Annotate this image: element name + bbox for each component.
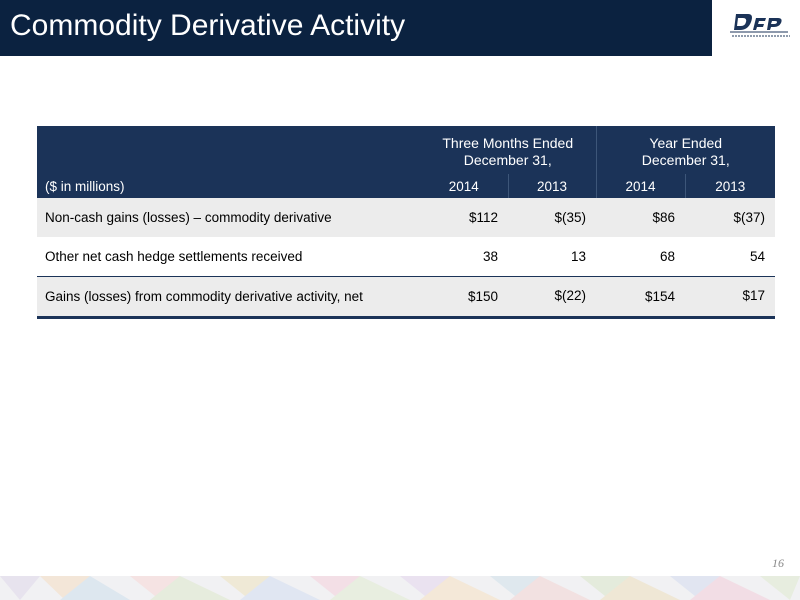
- header-corner-cell: [37, 126, 420, 174]
- title-bar: Commodity Derivative Activity: [0, 0, 800, 56]
- group-header-line: Three Months Ended: [442, 135, 574, 151]
- triangle-pattern-icon: [0, 576, 800, 600]
- table-subheader-row: ($ in millions) 2014 2013 2014 2013: [37, 174, 775, 198]
- table-total-row: Gains (losses) from commodity derivative…: [37, 275, 775, 319]
- table-header-row: Three Months Ended December 31, Year End…: [37, 126, 775, 174]
- table-row: Non-cash gains (losses) – commodity deri…: [37, 198, 775, 237]
- cell-value: $86: [596, 198, 685, 237]
- logo-mark-icon: [730, 14, 790, 37]
- units-label: ($ in millions): [37, 174, 420, 198]
- cell-value: $(37): [685, 198, 775, 237]
- cell-value: 13: [508, 237, 596, 276]
- cell-value: 68: [596, 237, 685, 276]
- group-header-line: December 31,: [463, 152, 552, 168]
- year-header: 2013: [507, 174, 596, 198]
- cell-value: $17: [685, 275, 775, 319]
- footer-decorative-band: [0, 576, 800, 600]
- table-row: Other net cash hedge settlements receive…: [37, 237, 775, 276]
- cell-value: $112: [420, 198, 508, 237]
- cell-value: 54: [685, 237, 775, 276]
- group-header-three-months: Three Months Ended December 31,: [420, 126, 596, 174]
- cell-value: $(22): [508, 275, 596, 319]
- commodity-derivative-table: Three Months Ended December 31, Year End…: [37, 126, 775, 319]
- year-header: 2014: [420, 174, 508, 198]
- group-header-year: Year Ended December 31,: [595, 126, 775, 174]
- year-header: 2014: [595, 174, 685, 198]
- page-number: 16: [772, 556, 784, 570]
- cell-value: $150: [420, 275, 508, 319]
- row-label: Gains (losses) from commodity derivative…: [37, 275, 420, 319]
- cell-value: $(35): [508, 198, 596, 237]
- group-header-line: December 31,: [641, 152, 730, 168]
- row-label: Other net cash hedge settlements receive…: [37, 237, 420, 276]
- year-header: 2013: [684, 174, 775, 198]
- cell-value: $154: [596, 275, 685, 319]
- cell-value: 38: [420, 237, 508, 276]
- page-title: Commodity Derivative Activity: [10, 9, 406, 42]
- company-logo: [712, 0, 800, 56]
- row-label: Non-cash gains (losses) – commodity deri…: [37, 198, 420, 237]
- group-header-line: Year Ended: [649, 135, 723, 151]
